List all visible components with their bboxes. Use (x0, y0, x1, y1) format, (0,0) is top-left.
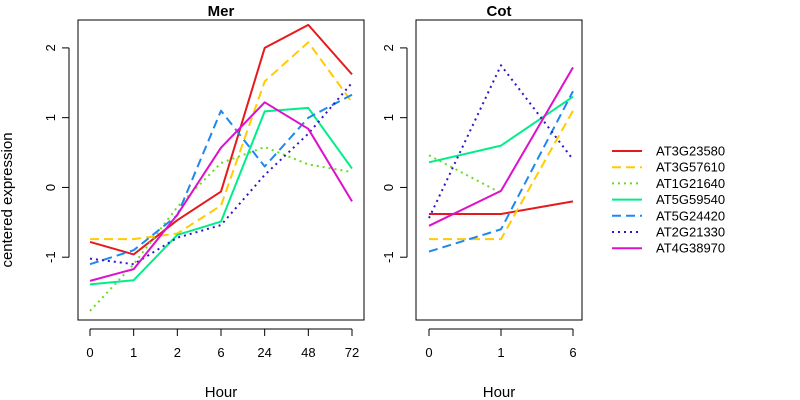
y-tick-label: 2 (43, 44, 58, 51)
series-line-at3g57610 (90, 41, 353, 241)
y-tick-label: 1 (43, 114, 58, 121)
y-tick-label: -1 (43, 251, 58, 263)
series-line-at3g23580 (89, 23, 353, 256)
series-line-at3g57610 (429, 110, 574, 241)
legend-label: AT3G57610 (656, 160, 725, 175)
x-axis-label: Hour (205, 384, 238, 400)
x-tick-label: 24 (257, 345, 271, 360)
panel-0: Mer 0 1 2 6 24 48 72 Hour -1 0 1 2 (43, 3, 365, 400)
legend-label: AT5G24420 (656, 208, 725, 223)
x-tick-label: 0 (425, 345, 432, 360)
series-line-at4g38970 (428, 66, 574, 227)
x-tick-label: 2 (174, 345, 181, 360)
panel-title: Mer (208, 3, 235, 20)
plot-frame (415, 19, 583, 321)
series-line-at4g38970 (89, 101, 353, 282)
plot-frame (77, 19, 365, 321)
x-tick-label: 72 (345, 345, 359, 360)
series-line-at3g23580 (429, 200, 574, 215)
y-tick-label: 1 (381, 114, 396, 121)
x-axis-label: Hour (483, 384, 516, 400)
x-tick-label: 1 (130, 345, 137, 360)
series-line-at1g21640 (428, 154, 502, 194)
panel-title: Cot (487, 3, 512, 20)
series-line-at5g59540 (89, 106, 353, 286)
x-tick-label: 6 (569, 345, 576, 360)
x-tick-label: 48 (301, 345, 315, 360)
x-tick-label: 1 (497, 345, 504, 360)
y-tick-label: -1 (381, 251, 396, 263)
legend-label: AT4G38970 (656, 241, 725, 256)
series-line-at5g59540 (428, 95, 574, 164)
y-tick-label: 0 (43, 184, 58, 191)
legend: AT3G23580AT3G57610AT1G21640AT5G59540AT5G… (612, 144, 725, 256)
series-line-at1g21640 (89, 146, 353, 312)
legend-label: AT3G23580 (656, 144, 725, 159)
panel-1: Cot 0 1 6 Hour -1 0 1 2 (381, 3, 583, 400)
series-line-at5g24420 (89, 93, 353, 266)
series-line-at5g24420 (428, 90, 574, 253)
x-tick-label: 0 (86, 345, 93, 360)
y-tick-label: 2 (381, 44, 396, 51)
x-tick-label: 6 (217, 345, 224, 360)
series-line-at2g21330 (428, 64, 574, 219)
y-tick-label: 0 (381, 184, 396, 191)
y-axis-label: centered expression (0, 132, 16, 267)
legend-label: AT2G21330 (656, 225, 725, 240)
legend-label: AT5G59540 (656, 192, 725, 207)
legend-label: AT1G21640 (656, 176, 725, 191)
